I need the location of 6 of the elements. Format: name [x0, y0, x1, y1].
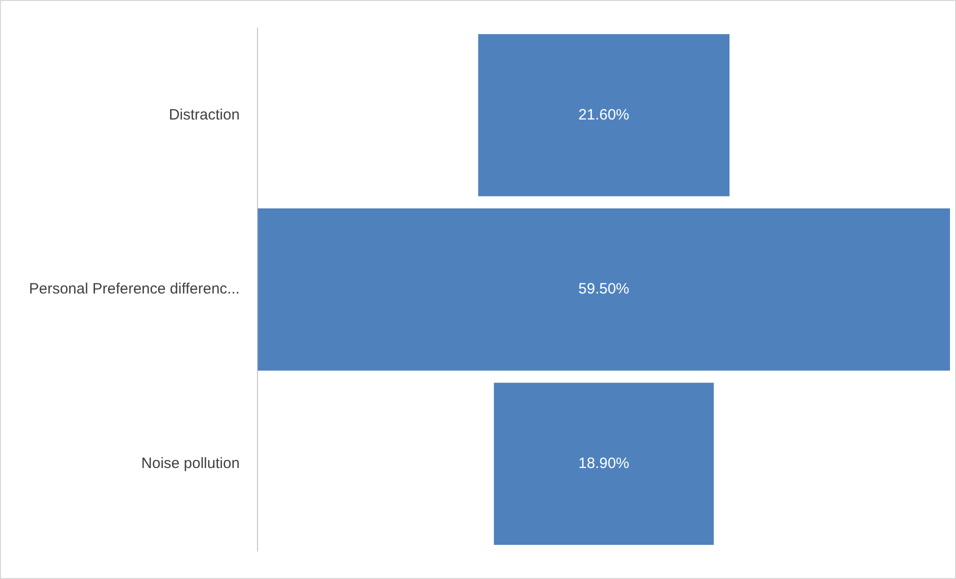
data-label: 18.90%	[578, 454, 630, 472]
data-label: 59.50%	[578, 280, 630, 298]
data-label: 21.60%	[578, 106, 630, 124]
category-label: Personal Preference differenc...	[28, 280, 240, 298]
category-label: Noise pollution	[141, 454, 240, 472]
category-label: Distraction	[168, 106, 240, 124]
